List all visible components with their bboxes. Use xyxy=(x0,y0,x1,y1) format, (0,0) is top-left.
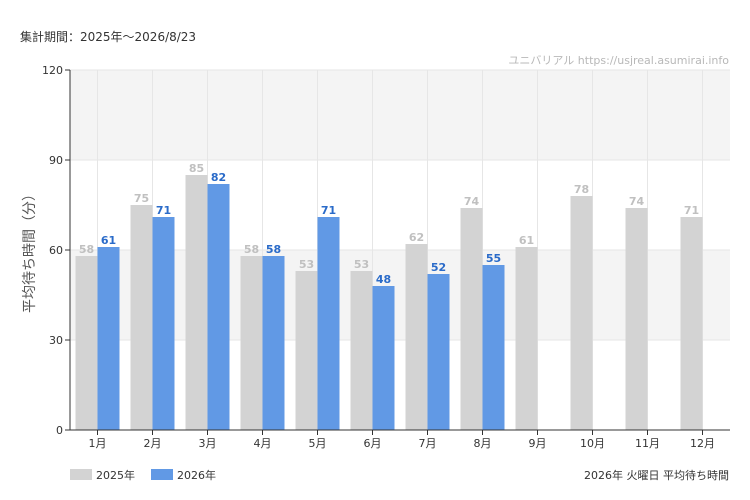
period-text: 集計期間：2025年～2026/8/23 xyxy=(20,29,196,44)
y-axis-label: 平均待ち時間（分） xyxy=(22,187,38,313)
data-label-2025: 75 xyxy=(134,192,149,205)
watermark-text: ユニバリアル https://usjreal.asumirai.info xyxy=(508,54,729,67)
bar-2026 xyxy=(317,217,340,430)
y-tick-label: 60 xyxy=(49,244,63,257)
data-label-2025: 58 xyxy=(244,243,259,256)
grid-band xyxy=(70,250,730,340)
bar-2025 xyxy=(625,208,648,430)
y-tick-label: 120 xyxy=(42,64,63,77)
y-tick-label: 30 xyxy=(49,334,63,347)
data-label-2026: 61 xyxy=(101,234,116,247)
bar-2026 xyxy=(482,265,505,430)
data-label-2026: 82 xyxy=(211,171,226,184)
x-tick-label: 2月 xyxy=(144,437,162,450)
bar-2025 xyxy=(295,271,318,430)
bar-2026 xyxy=(152,217,175,430)
data-label-2025: 85 xyxy=(189,162,204,175)
data-label-2026: 71 xyxy=(156,204,171,217)
bar-2026 xyxy=(207,184,230,430)
x-tick-label: 3月 xyxy=(199,437,217,450)
x-tick-label: 12月 xyxy=(690,437,715,450)
legend-label-2025: 2025年 xyxy=(96,468,135,482)
data-label-2025: 74 xyxy=(464,195,480,208)
data-label-2025: 62 xyxy=(409,231,424,244)
bar-2025 xyxy=(75,256,98,430)
x-tick-label: 4月 xyxy=(254,437,272,450)
bar-2025 xyxy=(240,256,263,430)
data-label-2025: 53 xyxy=(354,258,369,271)
grid-band xyxy=(70,70,730,160)
data-label-2025: 61 xyxy=(519,234,534,247)
x-tick-label: 9月 xyxy=(529,437,547,450)
footer-caption: 2026年 火曜日 平均待ち時間 xyxy=(584,468,729,482)
x-tick-label: 7月 xyxy=(419,437,437,450)
bar-2025 xyxy=(185,175,208,430)
data-label-2025: 53 xyxy=(299,258,314,271)
y-tick-label: 0 xyxy=(56,424,63,437)
data-label-2026: 52 xyxy=(431,261,446,274)
legend-swatch-2025 xyxy=(70,469,92,480)
data-label-2025: 78 xyxy=(574,183,589,196)
bar-2025 xyxy=(680,217,703,430)
plot-area: 58 61 75 71 85 82 58 58 53 71 53 48 62 52 74 55 61 78 74 71… xyxy=(42,64,730,450)
bar-2025 xyxy=(515,247,538,430)
bar-2026 xyxy=(427,274,450,430)
x-tick-label: 1月 xyxy=(89,437,107,450)
bar-2025 xyxy=(130,205,153,430)
bar-2025 xyxy=(405,244,428,430)
x-tick-label: 8月 xyxy=(474,437,492,450)
data-label-2025: 71 xyxy=(684,204,699,217)
bar-2025 xyxy=(570,196,593,430)
x-tick-label: 5月 xyxy=(309,437,327,450)
bar-2026 xyxy=(97,247,120,430)
data-label-2026: 48 xyxy=(376,273,391,286)
data-label-2026: 55 xyxy=(486,252,501,265)
data-label-2026: 71 xyxy=(321,204,336,217)
data-label-2025: 58 xyxy=(79,243,94,256)
data-label-2026: 58 xyxy=(266,243,281,256)
bar-2026 xyxy=(372,286,395,430)
x-tick-label: 11月 xyxy=(635,437,660,450)
y-tick-label: 90 xyxy=(49,154,63,167)
legend-swatch-2026 xyxy=(151,469,173,480)
bar-2025 xyxy=(460,208,483,430)
bar-2026 xyxy=(262,256,285,430)
x-tick-label: 10月 xyxy=(580,437,605,450)
data-label-2025: 74 xyxy=(629,195,645,208)
bar-2025 xyxy=(350,271,373,430)
x-tick-label: 6月 xyxy=(364,437,382,450)
legend-label-2026: 2026年 xyxy=(177,468,216,482)
